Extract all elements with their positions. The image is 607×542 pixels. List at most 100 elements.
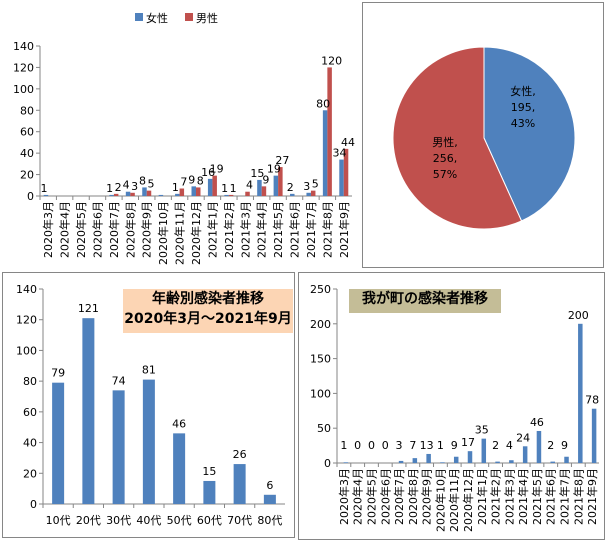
x-tick-label: 2021年6月	[544, 468, 558, 525]
x-tick-label: 2020年9月	[420, 468, 434, 525]
data-label: 1	[340, 439, 347, 452]
data-label-male: 7	[180, 176, 187, 189]
chart-town-monthly: 0 50 100 150 200 250 1 2020年3月 0 2020年4月 0 2020年5月 0…	[298, 272, 605, 540]
x-tick-label: 60代	[197, 514, 222, 527]
data-label-female: 80	[316, 97, 330, 110]
bar-female	[191, 186, 196, 196]
data-label-male: 3	[131, 180, 138, 193]
pie-label-percent: 57%	[433, 168, 457, 181]
x-tick-label: 50代	[167, 514, 192, 527]
bar-male	[228, 194, 234, 196]
data-label-male: 2	[115, 181, 122, 194]
x-tick-label: 2021年2月	[489, 468, 503, 525]
bar	[203, 480, 216, 504]
y-tick-label: 20	[23, 467, 37, 480]
data-label: 121	[78, 302, 99, 315]
pie-slice-female	[483, 46, 576, 222]
data-label-female: 2	[287, 181, 294, 194]
data-label: 74	[112, 374, 126, 387]
x-tick-label: 20代	[76, 514, 101, 527]
y-tick-label: 120	[13, 61, 34, 74]
monthly-by-sex-svg: 0 20 40 60 80 100 120 140 1 2020年3月 2020年4月 2020年5月…	[13, 11, 355, 265]
y-tick-label: 40	[20, 147, 34, 160]
data-label-female: 1	[221, 182, 228, 195]
data-label-male: 9	[262, 173, 269, 186]
bar	[440, 462, 445, 463]
x-tick-label: 2020年8月	[406, 468, 420, 525]
bar-male	[245, 191, 250, 196]
town-monthly-svg: 0 50 100 150 200 250 1 2020年3月 0 2020年4月 0 2020年5月 0…	[310, 283, 599, 532]
bar-female	[257, 179, 262, 196]
pie-slice-male	[392, 46, 523, 230]
x-tick-label: 2021年3月	[502, 468, 516, 525]
y-tick-label: 100	[310, 387, 331, 400]
data-label-female: 16	[201, 166, 215, 179]
bar-male	[196, 187, 201, 196]
x-tick-label: 70代	[227, 514, 252, 527]
x-tick-label: 2021年8月	[571, 468, 585, 525]
by-age-title: 年齢別感染者推移 2020年3月～2021年9月	[123, 289, 293, 333]
data-label: 2	[492, 439, 499, 452]
x-tick-label: 80代	[257, 514, 282, 527]
by-age-svg: 0 20 40 60 80 100 120 140 79 10代 121 20代 74 30代 81 40代 4…	[16, 283, 285, 527]
x-tick-label: 2020年7月	[392, 468, 406, 525]
bar-male	[327, 67, 332, 196]
data-label: 46	[530, 416, 544, 429]
data-label: 0	[368, 439, 375, 452]
bar-male	[130, 192, 135, 196]
legend-label: 男性	[196, 11, 218, 25]
bar	[591, 408, 597, 463]
data-label: 7	[409, 439, 416, 452]
x-tick-label: 2021年5月	[530, 468, 544, 525]
data-label: 0	[382, 439, 389, 452]
bar-female	[322, 110, 328, 196]
bar-female	[109, 194, 114, 196]
data-label: 6	[266, 479, 273, 492]
bar-female	[224, 194, 229, 196]
data-label-female: 4	[123, 179, 130, 192]
bar-male	[146, 190, 152, 196]
bar-male	[261, 186, 267, 196]
data-label: 3	[396, 439, 403, 452]
data-label: 0	[354, 439, 361, 452]
data-label: 9	[561, 439, 568, 452]
x-tick-label: 2020年6月	[90, 201, 104, 258]
y-tick-label: 100	[13, 83, 34, 96]
data-label: 9	[451, 439, 458, 452]
bar	[578, 323, 583, 463]
data-label-female: 3	[303, 180, 310, 193]
data-label: 81	[142, 364, 156, 377]
x-tick-label: 2020年3月	[41, 201, 55, 258]
y-tick-label: 120	[16, 314, 37, 327]
bar-male	[343, 148, 349, 196]
chart-by-age: 0 20 40 60 80 100 120 140 79 10代 121 20代 74 30代 81 40代 4…	[2, 272, 295, 538]
by-age-title-line1: 年齢別感染者推移	[152, 291, 264, 307]
data-label-female: 1	[40, 182, 47, 195]
x-tick-label: 2021年5月	[271, 201, 285, 258]
x-tick-label: 2021年8月	[320, 201, 334, 258]
bar-female	[207, 178, 213, 196]
data-label: 200	[568, 309, 589, 322]
bar	[426, 453, 431, 463]
bar	[82, 318, 95, 504]
pie-label-name: 男性,	[432, 135, 458, 149]
bar	[522, 446, 528, 463]
bar-female	[339, 159, 344, 196]
data-label-male: 5	[147, 178, 154, 191]
x-tick-label: 2021年7月	[304, 201, 318, 258]
bar	[412, 458, 418, 463]
data-label-female: 8	[139, 174, 146, 187]
data-label-female: 1	[106, 182, 113, 195]
y-tick-label: 140	[13, 40, 34, 53]
data-label: 35	[475, 424, 489, 437]
data-label-male: 4	[246, 179, 253, 192]
x-tick-label: 2020年7月	[107, 201, 121, 258]
bar-female	[158, 194, 164, 196]
data-label-female: 19	[267, 163, 281, 176]
data-label-male: 8	[197, 174, 204, 187]
x-tick-label: 2021年3月	[238, 201, 252, 258]
bar-female	[306, 192, 311, 196]
y-tick-label: 80	[20, 104, 34, 117]
y-tick-label: 250	[310, 283, 331, 296]
y-tick-label: 60	[23, 406, 37, 419]
